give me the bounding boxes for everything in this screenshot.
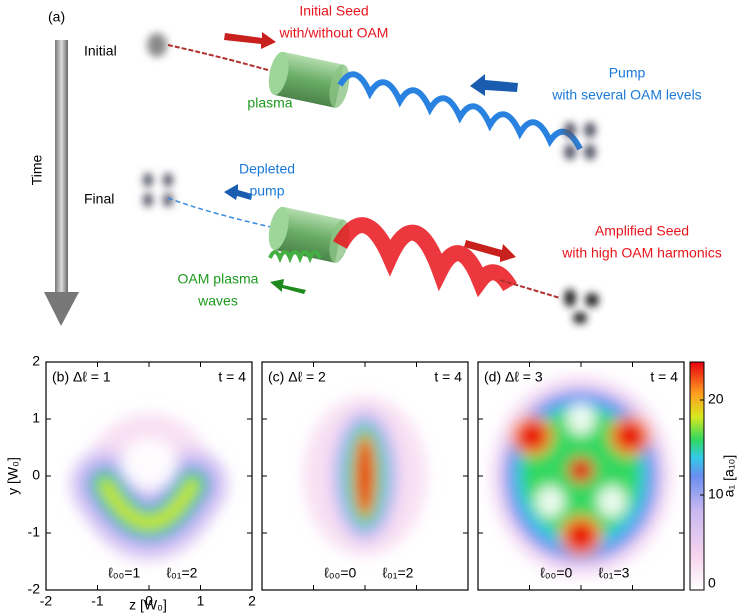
x-tick-label: 1 xyxy=(197,593,205,609)
colorbar-tick-label: 0 xyxy=(708,575,716,591)
mode-label: ℓ₀₁=2 xyxy=(166,565,197,581)
x-tick-label: 2 xyxy=(248,593,256,609)
field-blob xyxy=(614,421,646,451)
final-label: Final xyxy=(84,191,114,207)
time-label: Time xyxy=(29,154,45,185)
y-tick-label: 0 xyxy=(32,467,40,483)
x-tick-label: 0 xyxy=(145,593,153,609)
depleted-pump-label: Depleted xyxy=(239,161,295,177)
schematic xyxy=(44,32,599,326)
colorbar-tick-label: 10 xyxy=(708,486,724,502)
y-tick-label: -2 xyxy=(28,581,41,597)
seed-label: Initial Seed xyxy=(299,3,368,19)
field-blob xyxy=(357,438,373,514)
x-axis-label: z [W₀] xyxy=(129,597,167,613)
heatmap xyxy=(70,413,228,562)
mode-label: ℓ₀₁=3 xyxy=(598,565,629,581)
depleted-pump-label: pump xyxy=(249,183,284,199)
mode-label: ℓ₀₁=2 xyxy=(382,565,413,581)
pump-label: with several OAM levels xyxy=(551,87,701,103)
panel-label: (b) Δℓ = 1 xyxy=(52,369,111,385)
heatmap-field xyxy=(490,376,672,576)
colorbar-label: a₁ [a₁₀] xyxy=(721,455,737,498)
field-blob xyxy=(565,521,597,551)
x-tick-label: -1 xyxy=(91,593,104,609)
amplified-seed-label: Amplified Seed xyxy=(595,223,689,239)
mode-label: ℓ₀₀=1 xyxy=(108,565,140,581)
x-tick-label: -2 xyxy=(40,593,53,609)
y-axis-label: y [W₀] xyxy=(5,457,21,495)
panel-label: (a) xyxy=(48,9,65,25)
heatmap xyxy=(490,376,672,576)
field-blob xyxy=(597,485,627,518)
field-blob xyxy=(516,421,548,451)
field-blob xyxy=(568,457,594,483)
panel-label: (d) Δℓ = 3 xyxy=(484,369,543,385)
colorbar-tick-label: 20 xyxy=(708,391,724,407)
seed-label: with/without OAM xyxy=(279,25,389,41)
heatmap-field xyxy=(70,413,228,562)
time-label: t = 4 xyxy=(650,369,678,385)
heatmap-field xyxy=(303,396,427,556)
plasma-waves-label: OAM plasma xyxy=(178,271,259,287)
schematic-labels: (a) Time Initial Final Initial Seed with… xyxy=(29,3,722,309)
time-label: t = 4 xyxy=(218,369,246,385)
plasma-label: plasma xyxy=(247,95,292,111)
mode-label: ℓ₀₀=0 xyxy=(540,565,572,581)
heatmap xyxy=(303,396,427,556)
initial-label: Initial xyxy=(84,43,117,59)
time-label: t = 4 xyxy=(434,369,462,385)
y-tick-label: 1 xyxy=(32,410,40,426)
field-blob xyxy=(120,438,178,491)
plasma-waves-label: waves xyxy=(197,293,238,309)
pump-label: Pump xyxy=(609,65,646,81)
amplified-seed-label: with high OAM harmonics xyxy=(561,245,722,261)
field-blob xyxy=(535,485,565,518)
y-tick-label: -1 xyxy=(28,524,41,540)
mode-label: ℓ₀₀=0 xyxy=(324,565,356,581)
y-tick-label: 2 xyxy=(32,353,40,369)
field-arc xyxy=(99,478,199,529)
colorbar xyxy=(689,361,705,591)
field-blob xyxy=(566,403,596,435)
panel-label: (c) Δℓ = 2 xyxy=(268,369,326,385)
